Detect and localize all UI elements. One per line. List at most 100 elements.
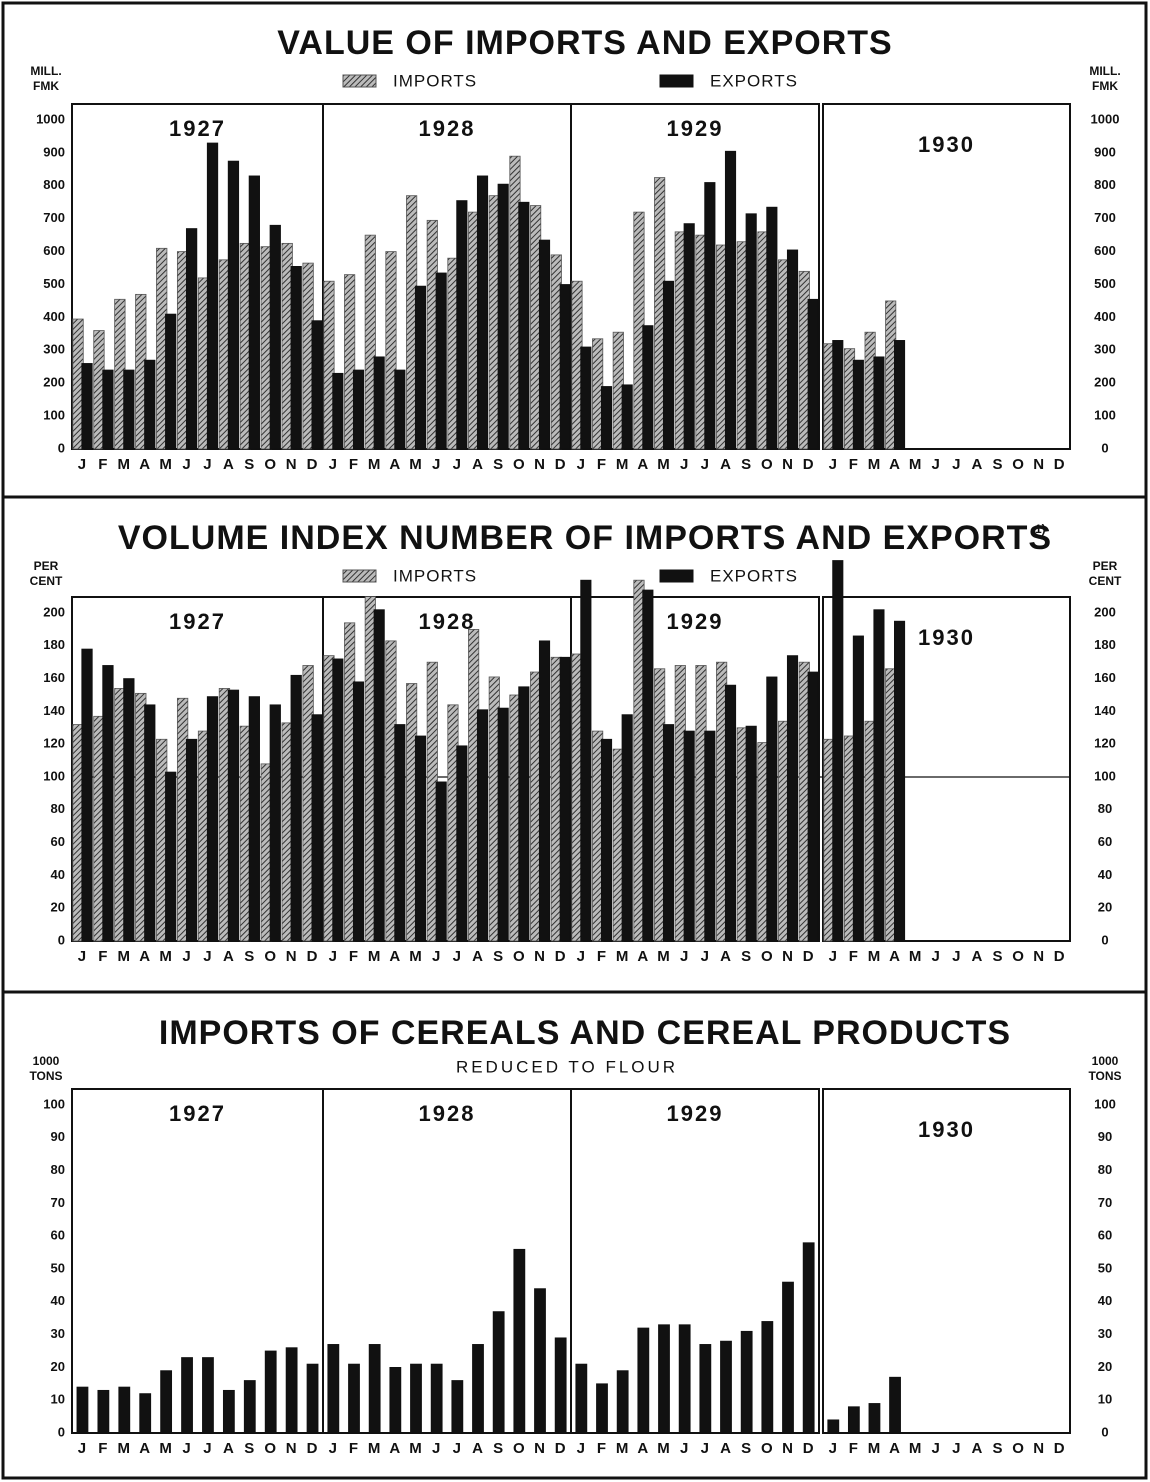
y-tick-label: 180: [43, 637, 65, 652]
bar: [451, 1380, 464, 1434]
y-tick-label: 100: [43, 768, 65, 783]
y-tick-label: 70: [51, 1195, 65, 1210]
x-tick-label: A: [720, 1440, 732, 1457]
y-tick-label: 40: [51, 867, 65, 882]
bar: [832, 560, 844, 942]
x-tick-label: J: [701, 456, 710, 473]
x-tick-label: A: [472, 948, 484, 965]
x-tick-label: J: [329, 456, 338, 473]
bar: [264, 1350, 277, 1434]
x-tick-label: J: [78, 1440, 87, 1457]
bar: [227, 160, 240, 450]
x-tick-label: J: [680, 1440, 689, 1457]
x-tick-label: J: [453, 1440, 462, 1457]
y-tick-label: 120: [43, 736, 65, 751]
x-tick-label: N: [286, 456, 298, 473]
y-tick-label: 800: [43, 177, 65, 192]
year-label: 1927: [169, 116, 226, 141]
y-tick-label-right: 200: [1094, 604, 1116, 619]
x-tick-label: J: [329, 1440, 338, 1457]
y-tick-label-right: 0: [1101, 1424, 1108, 1439]
bar: [518, 201, 530, 450]
bar: [118, 1386, 131, 1434]
x-tick-label: D: [307, 1440, 319, 1457]
bar: [76, 1386, 89, 1434]
x-tick-label: D: [1054, 1440, 1066, 1457]
y-tick-label-right: 50: [1098, 1260, 1112, 1275]
y-axis-label: CENT: [30, 574, 63, 588]
y-tick-label: 700: [43, 210, 65, 225]
x-tick-label: J: [829, 948, 838, 965]
x-tick-label: M: [118, 456, 132, 473]
bar: [621, 384, 633, 450]
x-tick-label: J: [182, 456, 191, 473]
bar: [497, 183, 509, 450]
x-tick-label: N: [286, 948, 298, 965]
x-tick-label: J: [932, 1440, 941, 1457]
bar: [894, 340, 906, 450]
bar: [144, 359, 156, 450]
x-tick-label: M: [868, 456, 882, 473]
y-tick-label: 90: [51, 1129, 65, 1144]
bar: [616, 1370, 629, 1434]
bar: [852, 635, 864, 942]
x-tick-label: S: [992, 948, 1003, 965]
bar: [724, 684, 737, 942]
y-tick-label: 60: [51, 1228, 65, 1243]
x-tick-label: M: [118, 1440, 132, 1457]
x-tick-label: J: [203, 1440, 212, 1457]
x-tick-label: M: [409, 1440, 423, 1457]
year-label: 1928: [419, 116, 476, 141]
x-tick-label: O: [761, 1440, 774, 1457]
bar: [414, 285, 427, 450]
bar: [724, 150, 737, 450]
bar: [327, 1344, 340, 1434]
x-tick-label: J: [432, 456, 441, 473]
bar: [139, 1393, 152, 1434]
bar: [761, 1321, 774, 1434]
x-tick-label: M: [868, 1440, 882, 1457]
y-tick-label: 500: [43, 276, 65, 291]
x-tick-label: S: [741, 456, 752, 473]
bar: [766, 676, 778, 942]
x-tick-label: F: [849, 1440, 859, 1457]
bar: [123, 369, 135, 450]
x-tick-label: S: [244, 456, 255, 473]
x-tick-label: A: [223, 948, 235, 965]
y-tick-label-right: 100: [1094, 408, 1116, 423]
y-tick-label: 900: [43, 144, 65, 159]
y-tick-label: 80: [51, 1162, 65, 1177]
bar: [807, 671, 819, 942]
legend-label: IMPORTS: [393, 71, 477, 90]
bar: [430, 1363, 443, 1434]
x-tick-label: M: [159, 948, 173, 965]
legend-label: EXPORTS: [710, 566, 798, 585]
x-tick-label: N: [286, 1440, 298, 1457]
year-label: 1929: [667, 1101, 724, 1126]
bar: [410, 1363, 422, 1434]
x-tick-label: M: [368, 1440, 382, 1457]
year-frame: [71, 1088, 324, 1434]
x-tick-label: J: [453, 948, 462, 965]
bar: [123, 678, 135, 942]
x-tick-label: F: [98, 948, 108, 965]
x-tick-label: A: [223, 456, 235, 473]
y-tick-label: 400: [43, 309, 65, 324]
bar: [637, 1327, 650, 1434]
x-tick-label: A: [637, 948, 649, 965]
bar: [344, 274, 356, 450]
x-tick-label: F: [597, 948, 607, 965]
y-tick-label-right: 60: [1098, 834, 1112, 849]
y-tick-label: 60: [51, 834, 65, 849]
x-tick-label: A: [389, 456, 401, 473]
x-tick-label: J: [952, 1440, 961, 1457]
legend-swatch: [659, 74, 694, 88]
y-tick-label: 140: [43, 703, 65, 718]
bar: [243, 1380, 256, 1434]
y-axis-label: PER: [34, 559, 59, 573]
year-label: 1927: [169, 1101, 226, 1126]
bar: [206, 142, 219, 450]
bar: [873, 609, 885, 942]
x-tick-label: O: [264, 1440, 277, 1457]
